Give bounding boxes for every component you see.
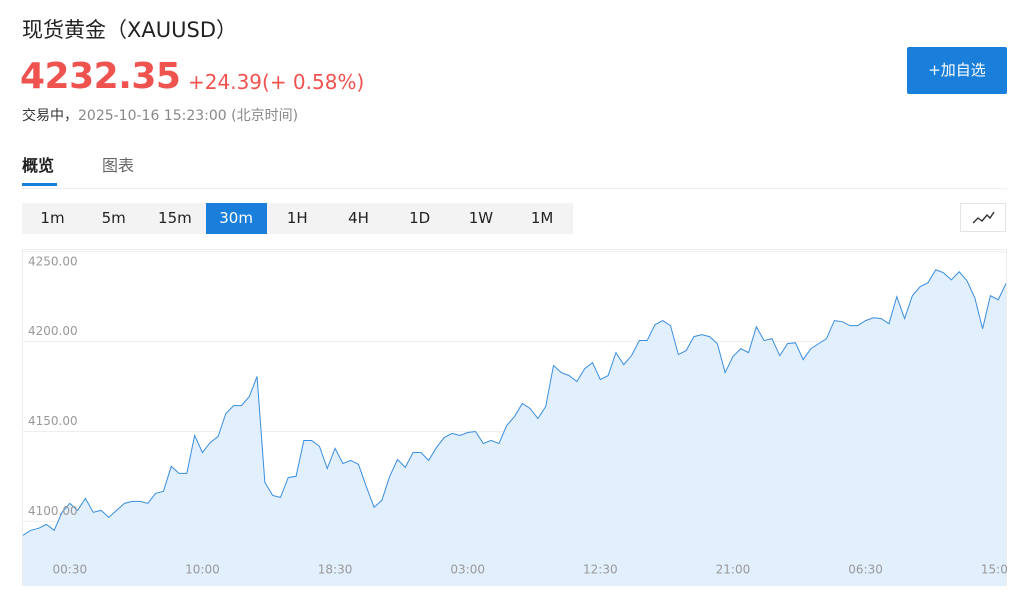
y-tick-label: 4200.00 xyxy=(28,324,78,338)
x-tick-label: 12:30 xyxy=(583,563,618,577)
interval-button[interactable]: 1M xyxy=(530,209,554,227)
interval-button[interactable]: 1m xyxy=(40,209,65,227)
tab[interactable]: 图表 xyxy=(102,156,135,175)
change-percent: (+ 0.58%) xyxy=(262,70,365,94)
interval-button[interactable]: 4H xyxy=(348,209,369,227)
x-tick-label: 00:30 xyxy=(53,563,88,577)
x-tick-label: 06:30 xyxy=(848,563,883,577)
timestamp: 2025-10-16 15:23:00 (北京时间) xyxy=(78,108,299,124)
chart-style-button[interactable] xyxy=(960,203,1006,232)
x-tick-label: 21:00 xyxy=(716,563,751,577)
y-tick-label: 4250.00 xyxy=(28,255,78,269)
interval-button[interactable]: 30m xyxy=(205,203,267,234)
interval-button[interactable]: 1H xyxy=(286,209,308,227)
y-tick-label: 4100.00 xyxy=(28,504,78,518)
change-value: +24.39 xyxy=(188,70,263,94)
y-tick-label: 4150.00 xyxy=(28,414,78,428)
status-text: 交易中， xyxy=(22,108,78,124)
trade-status: 交易中，2025-10-16 15:23:00 (北京时间) xyxy=(22,105,298,125)
price-change: +24.39(+ 0.58%) xyxy=(188,70,364,94)
interval-button[interactable]: 1D xyxy=(409,209,431,227)
interval-button[interactable]: 15m xyxy=(158,209,192,227)
last-price: 4232.35 xyxy=(20,56,181,97)
x-tick-label: 18:30 xyxy=(318,563,353,577)
interval-button[interactable]: 1W xyxy=(468,209,494,227)
x-tick-label: 10:00 xyxy=(185,563,220,577)
tab-underline xyxy=(22,183,57,186)
interval-bar: 1m 5m 15m 30m 1H 4H 1D 1W 1M xyxy=(22,203,573,234)
price-chart: 4100.00 4150.00 4200.00 4250.00 00:30 10:00 18… xyxy=(22,249,1008,586)
instrument-title: 现货黄金（XAUUSD） xyxy=(22,18,237,42)
interval-button[interactable]: 5m xyxy=(101,209,126,227)
add-watchlist-button[interactable]: +加自选 xyxy=(907,47,1007,94)
separator xyxy=(22,188,1007,189)
area-fill xyxy=(23,269,1006,586)
tab[interactable]: 概览 xyxy=(22,156,55,175)
chart-style-icon xyxy=(972,211,995,224)
x-tick-label: 03:00 xyxy=(450,563,485,577)
x-tick-label: 15:00 xyxy=(981,563,1008,577)
price-line xyxy=(22,269,1007,536)
